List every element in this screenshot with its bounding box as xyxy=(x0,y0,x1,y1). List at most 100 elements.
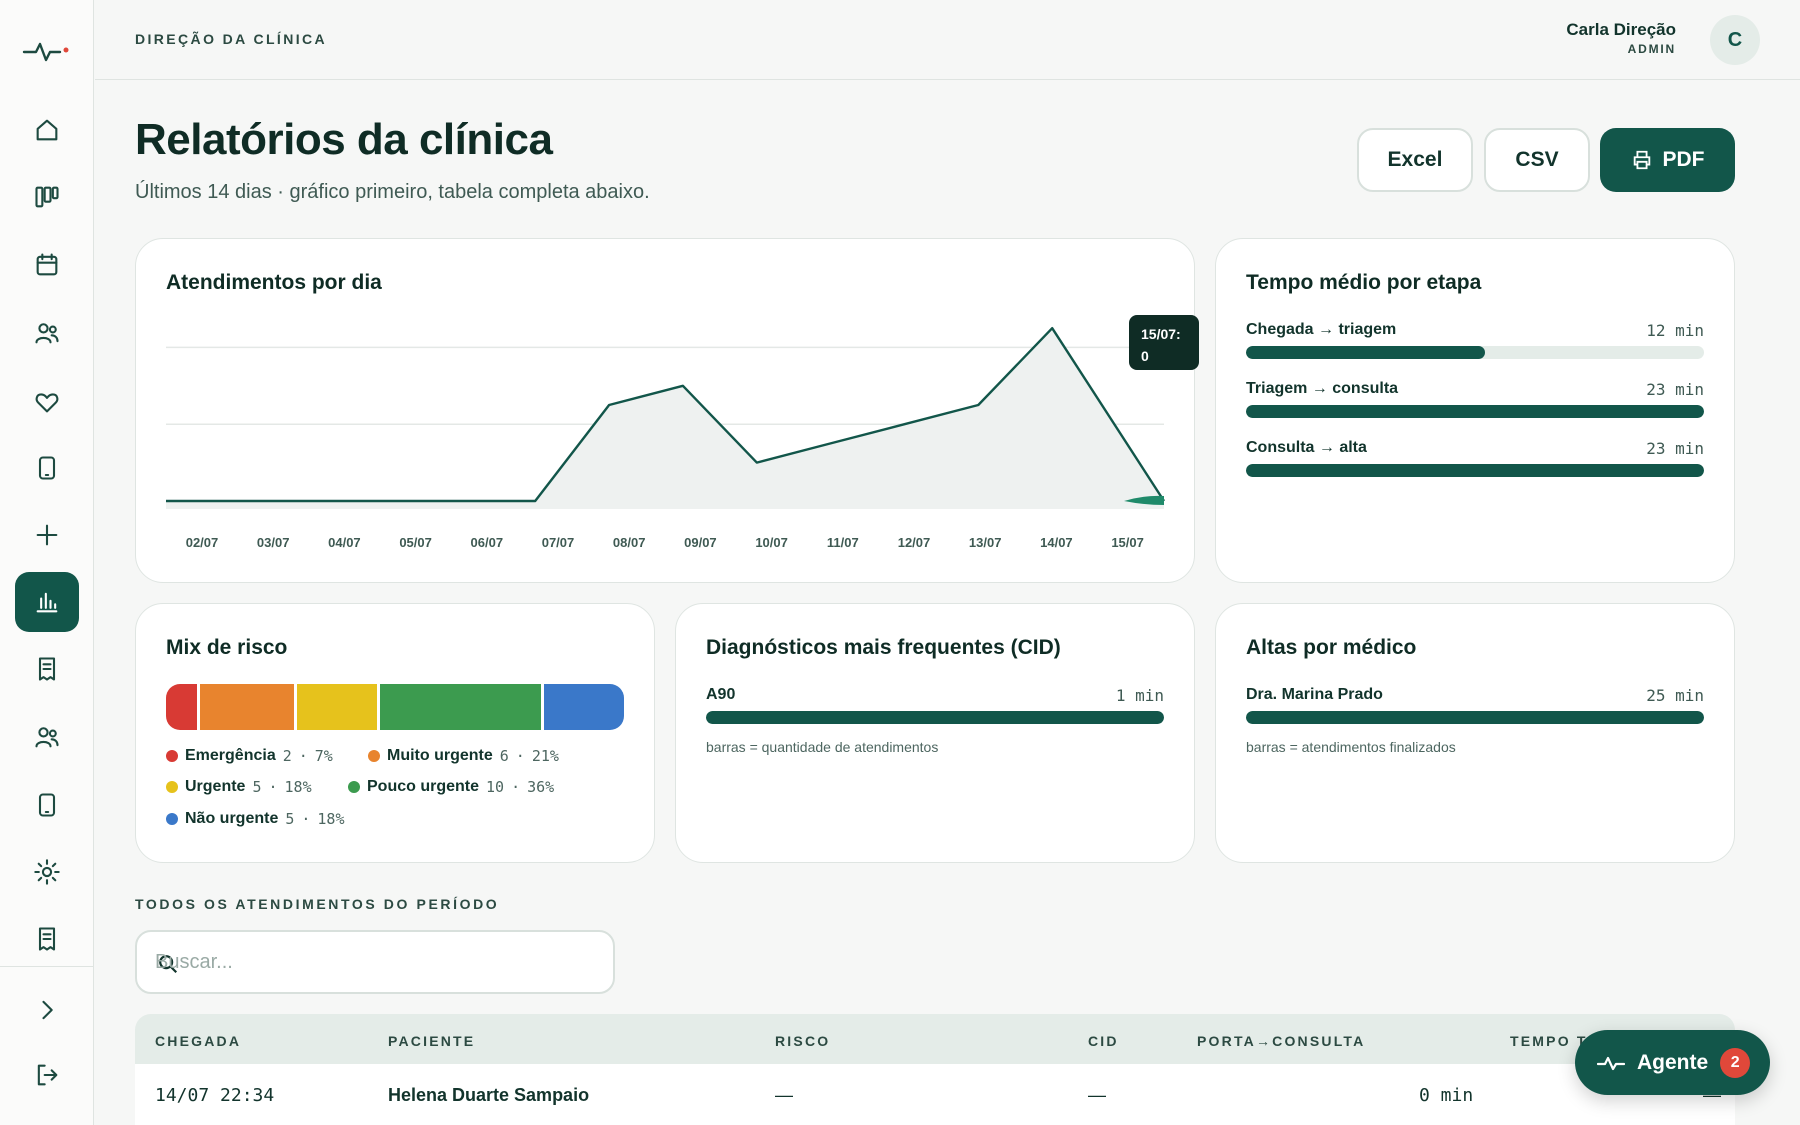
export-pdf-label: PDF xyxy=(1662,148,1705,171)
risk-legend-count: 5 xyxy=(285,810,295,828)
daily-chart: 02/07 03/07 04/07 05/07 06/07 07/07 08/07 09/07… xyxy=(165,327,1166,550)
risk-legend-sep: · xyxy=(298,747,308,765)
risk-legend-label: Muito urgente xyxy=(387,747,493,764)
sidebar-divider xyxy=(0,966,94,967)
nav-board[interactable] xyxy=(15,167,79,227)
cid-track xyxy=(706,711,1164,724)
x-tick-label: 14/07 xyxy=(1040,535,1073,550)
risk-legend-sep: · xyxy=(515,747,525,765)
search-box xyxy=(135,930,615,994)
heart-icon xyxy=(35,393,59,413)
nav-home[interactable] xyxy=(15,100,79,160)
cid-row: A90 1 min xyxy=(706,686,1164,724)
agent-badge: 2 xyxy=(1720,1047,1751,1078)
stage-track xyxy=(1246,405,1704,418)
altas-row: Dra. Marina Prado 25 min xyxy=(1246,686,1704,724)
stage-row: Triagem → consulta 23 min xyxy=(1246,380,1704,418)
risk-legend-item: Muito urgente 6 · 21% xyxy=(368,747,559,765)
x-tick-label: 13/07 xyxy=(969,535,1002,550)
nav-logout[interactable] xyxy=(15,1045,79,1105)
risk-legend-dot xyxy=(166,813,178,825)
search-input[interactable] xyxy=(155,932,595,992)
nav-documents[interactable] xyxy=(15,639,79,699)
nav-health[interactable] xyxy=(15,372,79,432)
col-paciente[interactable]: PACIENTE xyxy=(388,1033,476,1049)
series-line xyxy=(166,327,1166,503)
stage-time-card: Tempo médio por etapa Chegada → triagem 1… xyxy=(1215,238,1735,583)
stage-fill xyxy=(1246,405,1704,418)
export-pdf-button[interactable]: PDF xyxy=(1600,128,1735,192)
risk-mix-card: Mix de risco Emergência 2 · 7% Muito urgente… xyxy=(135,603,655,863)
area-fill xyxy=(166,328,1164,509)
col-risco[interactable]: RISCO xyxy=(775,1033,831,1049)
risk-legend-item: Pouco urgente 10 · 36% xyxy=(348,778,554,796)
risk-legend-pct: 18% xyxy=(317,810,345,828)
tablet-icon xyxy=(38,456,56,480)
stage-row: Chegada → triagem 12 min xyxy=(1246,321,1704,359)
avatar[interactable]: C xyxy=(1710,15,1760,65)
table-section-label: TODOS OS ATENDIMENTOS DO PERÍODO xyxy=(135,896,500,912)
x-tick-label: 06/07 xyxy=(471,535,504,550)
risk-legend-count: 2 xyxy=(282,747,292,765)
calendar-icon xyxy=(36,253,58,276)
nav-reports[interactable] xyxy=(15,572,79,632)
nav-expand[interactable] xyxy=(15,980,79,1040)
stage-row: Consulta → alta 23 min xyxy=(1246,439,1704,477)
receipt-icon xyxy=(38,927,56,951)
table-row[interactable]: 14/07 22:34 Helena Duarte Sampaio — — 0 … xyxy=(135,1064,1735,1125)
col-cid[interactable]: CID xyxy=(1088,1033,1119,1049)
risk-legend-sep: · xyxy=(301,810,311,828)
risk-legend-count: 5 xyxy=(252,778,262,796)
x-tick-label: 11/07 xyxy=(827,535,859,550)
altas-track xyxy=(1246,711,1704,724)
col-chegada[interactable]: CHEGADA xyxy=(155,1033,242,1049)
nav-billing[interactable] xyxy=(15,909,79,969)
nav-calendar[interactable] xyxy=(15,235,79,295)
nav-settings[interactable] xyxy=(15,842,79,902)
daily-chart-card: Atendimentos por dia 02/07 03/07 04/07 05/0… xyxy=(135,238,1195,583)
cell-cid: — xyxy=(1088,1085,1106,1105)
cell-paciente: Helena Duarte Sampaio xyxy=(388,1085,590,1105)
x-tick-label: 04/07 xyxy=(328,535,361,550)
x-tick-label: 03/07 xyxy=(257,535,290,550)
nav-tablet[interactable] xyxy=(15,438,79,498)
col-porta-consulta[interactable]: PORTA→CONSULTA xyxy=(1197,1033,1366,1049)
export-excel-button[interactable]: Excel xyxy=(1357,128,1473,192)
stage-value: 12 min xyxy=(1646,321,1704,340)
risk-segment xyxy=(543,684,624,730)
user-name: Carla Direção xyxy=(1566,20,1676,39)
stage-label: Triagem → consulta xyxy=(1246,380,1399,397)
risk-legend-sep: · xyxy=(268,778,278,796)
altas-value: 25 min xyxy=(1646,686,1704,705)
nav-new[interactable] xyxy=(15,505,79,565)
altas-label: Dra. Marina Prado xyxy=(1246,686,1383,703)
risk-legend-dot xyxy=(166,750,178,762)
chart-tooltip: 15/07: 0 xyxy=(1129,315,1199,370)
tooltip-date: 15/07: xyxy=(1141,326,1181,342)
nav-patients[interactable] xyxy=(15,303,79,363)
agent-button[interactable]: Agente 2 xyxy=(1575,1030,1770,1095)
cell-porta-consulta: 0 min xyxy=(1419,1085,1474,1106)
cid-card: Diagnósticos mais frequentes (CID) A90 1… xyxy=(675,603,1195,863)
nav-device[interactable] xyxy=(15,775,79,835)
table-header: CHEGADA PACIENTE RISCO CID PORTA→CONSULT… xyxy=(135,1014,1735,1064)
document-icon xyxy=(38,657,56,681)
nav-team[interactable] xyxy=(15,707,79,767)
col-tempo[interactable]: TEMPO T xyxy=(1510,1033,1588,1049)
altas-note: barras = atendimentos finalizados xyxy=(1246,739,1456,755)
page-title: Relatórios da clínica xyxy=(135,115,553,164)
stage-time-title: Tempo médio por etapa xyxy=(1246,271,1482,294)
x-tick-label: 10/07 xyxy=(755,535,788,550)
risk-segment xyxy=(380,684,541,730)
export-csv-button[interactable]: CSV xyxy=(1484,128,1590,192)
plus-icon xyxy=(36,524,58,546)
risk-legend-label: Urgente xyxy=(185,778,246,795)
org-name: DIREÇÃO DA CLÍNICA xyxy=(135,31,328,47)
patients-icon xyxy=(35,323,59,344)
stage-track xyxy=(1246,464,1704,477)
agent-label: Agente xyxy=(1637,1050,1709,1074)
board-icon xyxy=(35,186,59,208)
altas-fill xyxy=(1246,711,1704,724)
stage-value: 23 min xyxy=(1646,439,1704,458)
stage-fill xyxy=(1246,464,1704,477)
